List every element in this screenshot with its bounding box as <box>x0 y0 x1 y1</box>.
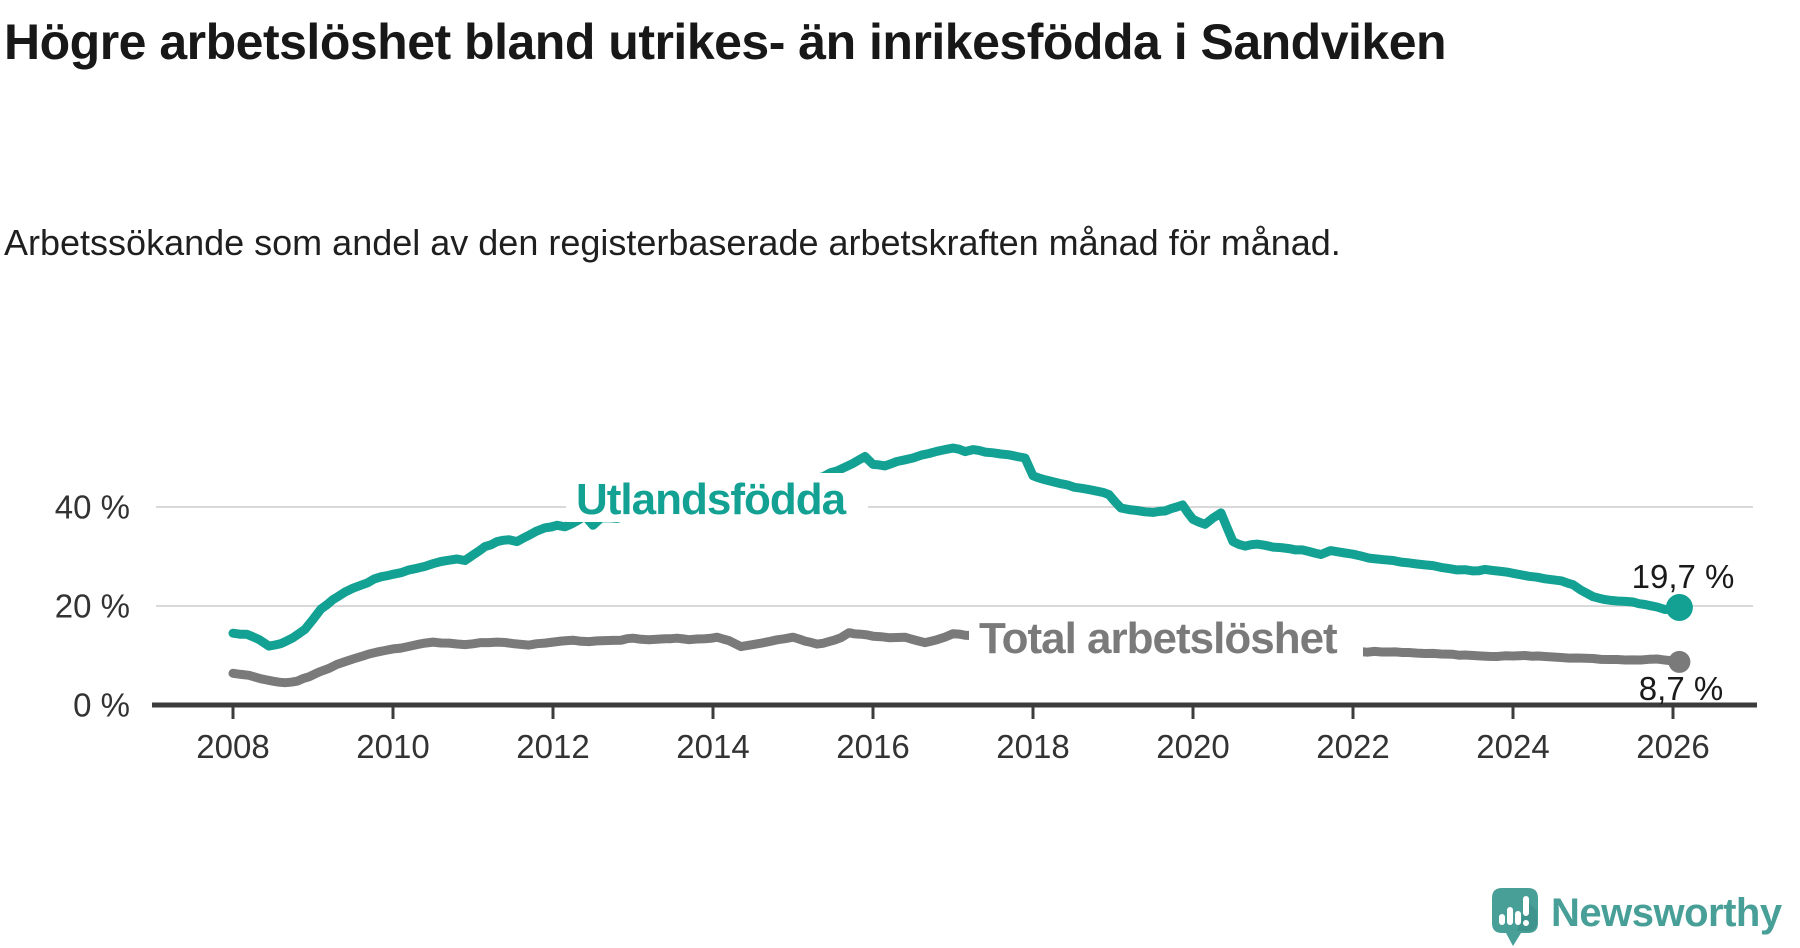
series-line-utlandsfodda <box>228 443 1684 651</box>
y-axis-tick-label: 0 % <box>73 687 130 724</box>
y-axis-tick-label: 40 % <box>55 489 130 526</box>
logo-icon-shadow <box>1517 901 1537 931</box>
newsworthy-logo: Newsworthy <box>1492 888 1783 946</box>
x-axis-tick-label: 2018 <box>996 728 1069 765</box>
x-axis-tick-label: 2026 <box>1636 728 1709 765</box>
logo-exclamation-stem <box>1523 896 1529 916</box>
logo-bar-3 <box>1515 911 1521 925</box>
end-dot-utlandsfodda <box>1665 593 1693 621</box>
end-value-label-total-arbetsloshet: 8,7 % <box>1639 670 1723 707</box>
end-value-label-utlandsfodda: 19,7 % <box>1632 558 1735 595</box>
x-axis-tick-label: 2020 <box>1156 728 1229 765</box>
page-title: Högre arbetslöshet bland utrikes- än inr… <box>4 14 1447 70</box>
x-axis-tick-label: 2016 <box>836 728 909 765</box>
logo-bar-2 <box>1507 907 1513 925</box>
series-label-knockout-utlandsfodda <box>566 473 868 522</box>
page-subtitle: Arbetssökande som andel av den registerb… <box>4 222 1341 263</box>
series-label-utlandsfodda: Utlandsfödda <box>576 475 847 524</box>
x-axis-tick-label: 2024 <box>1476 728 1549 765</box>
x-axis-tick-label: 2014 <box>676 728 749 765</box>
x-axis-tick-label: 2008 <box>196 728 269 765</box>
series-label-knockout-total-arbetsloshet <box>969 612 1363 663</box>
logo-bar-1 <box>1499 914 1505 925</box>
x-axis-tick-label: 2010 <box>356 728 429 765</box>
x-axis-tick-label: 2012 <box>516 728 589 765</box>
newsworthy-speech-bubble-bar-chart-icon <box>1492 888 1538 946</box>
x-axis-tick-label: 2022 <box>1316 728 1389 765</box>
series-label-total-arbetsloshet: Total arbetslöshet <box>979 614 1338 663</box>
y-axis-tick-label: 20 % <box>55 588 130 625</box>
logo-exclamation-dot <box>1523 920 1529 926</box>
newsworthy-logo-text: Newsworthy <box>1551 891 1783 935</box>
series-line-total-arbetsloshet <box>228 626 1684 688</box>
end-dot-total-arbetsloshet <box>1668 650 1691 673</box>
